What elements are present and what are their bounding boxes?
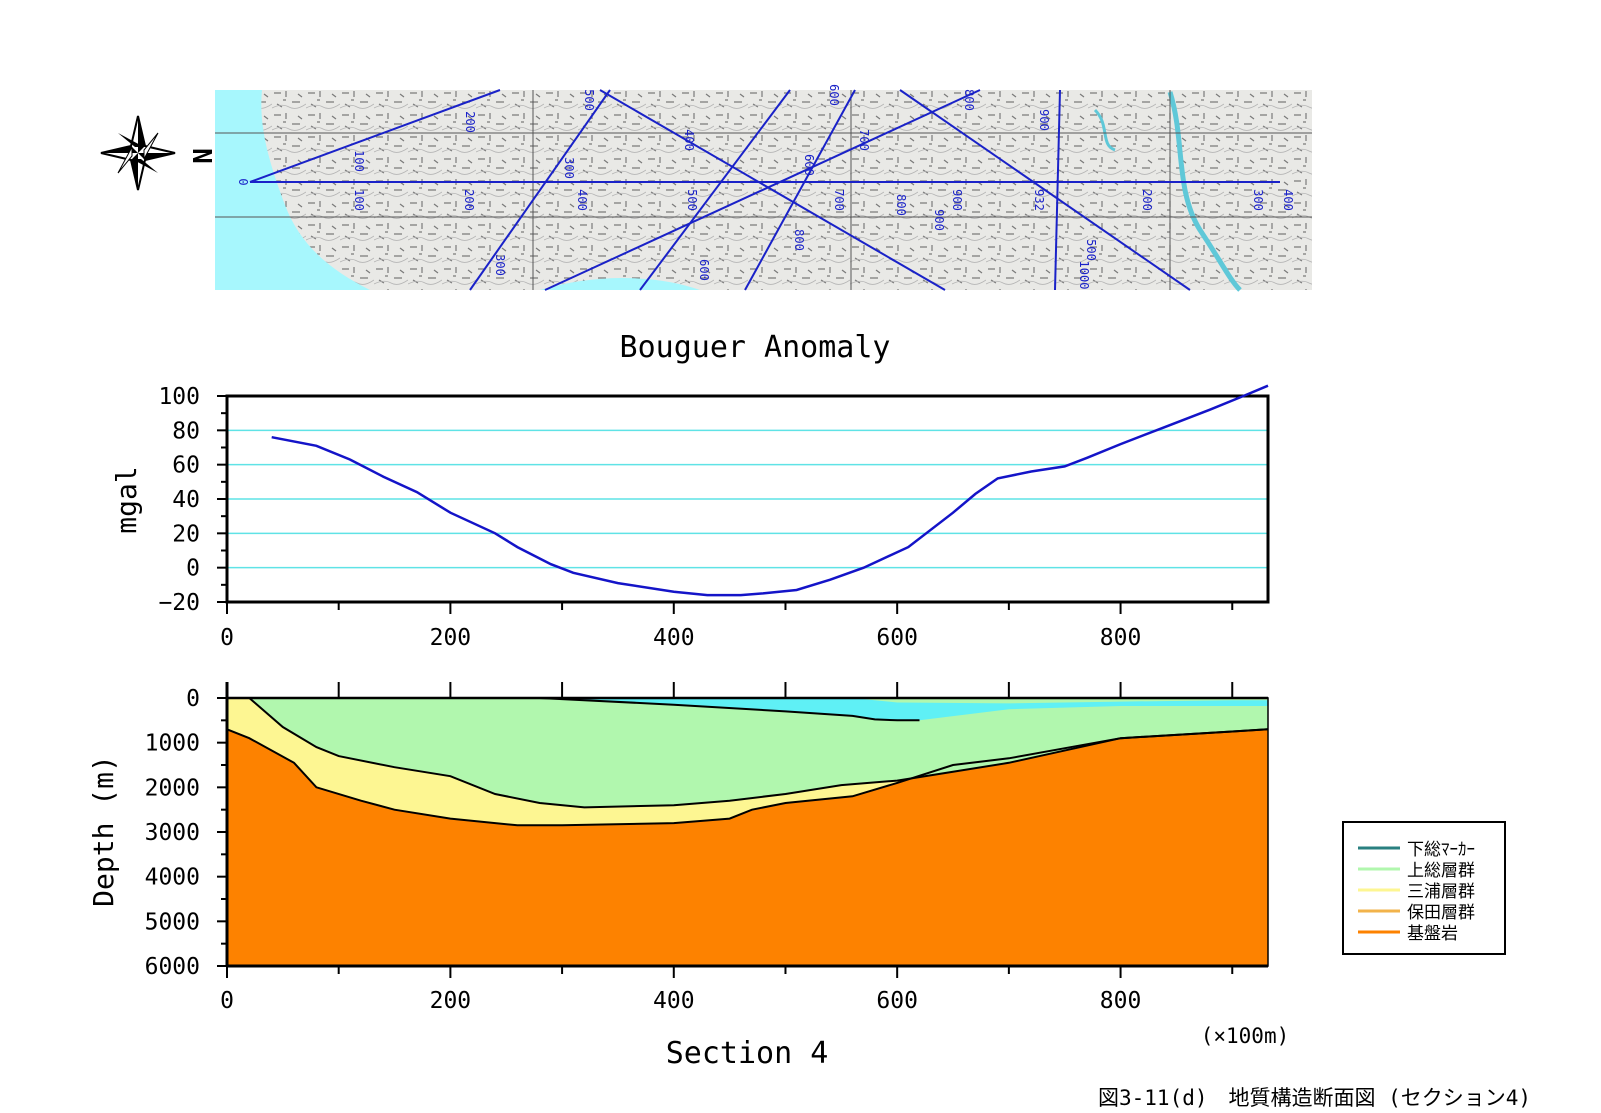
x-tick-label: 600 [876,988,918,1014]
y-tick-label: −20 [158,590,200,616]
kazusa-base-line [248,697,1269,809]
x-tick-label: 200 [430,625,472,651]
route-distance-label: 100 [352,189,366,211]
route-distance-label: 400 [575,189,589,211]
route-distance-label: 200 [1140,189,1154,211]
route-distance-label: 0 [237,178,251,185]
bouguer-x-axis: 0 200 400 600 800 [220,602,1234,651]
y-tick-label: 3000 [145,820,200,846]
route-distance-label: 200 [463,111,477,133]
bouguer-grid [227,429,1268,569]
y-tick-label: 1000 [145,731,200,757]
legend-label: 上総層群 [1407,861,1475,881]
compass-north-label: N [186,148,216,164]
route-distance-label: 900 [932,209,946,231]
figure-caption: 図3-11(d) 地質構造断面図 (セクション4) [1098,1086,1532,1110]
route-distance-label: 900 [950,189,964,211]
chart-title: Bouguer Anomaly [620,330,891,365]
route-distance-label: 932 [1032,189,1046,211]
shimosa-base-line [539,697,920,722]
y-tick-label: 0 [186,556,200,582]
legend-label: 三浦層群 [1407,882,1475,902]
y-tick-label: 40 [172,487,200,513]
legend-label: 基盤岩 [1407,924,1458,944]
route-distance-label: 1000 [1077,261,1091,290]
route-distance-label: 900 [1037,109,1051,131]
route-distance-label: 700 [857,129,871,151]
route-distance-label: 500 [685,189,699,211]
depth-y-axis: 0 1000 2000 3000 4000 5000 6000 [145,682,229,980]
x-tick-label: 0 [220,625,234,651]
route-distance-label: 600 [827,84,841,106]
legend-label: 保田層群 [1407,903,1475,923]
depth-x-axis: 0 200 400 600 800 [220,682,1268,1014]
shimosa-layer [539,698,1268,721]
y-tick-label: 5000 [145,909,200,935]
route-distance-label: 300 [1251,189,1265,211]
route-distance-label: 800 [894,194,908,216]
depth-x-label: Section 4 [666,1036,829,1071]
x-tick-label: 200 [430,988,472,1014]
kazusa-layer [249,698,1269,808]
y-tick-label: 80 [172,418,200,444]
y-tick-label: 0 [186,686,200,712]
route-line [599,89,946,291]
route-distance-label: 600 [697,259,711,281]
route-line [469,89,611,291]
x-unit-note: (×100m) [1201,1024,1290,1048]
bouguer-anomaly-line [271,384,1269,597]
section-layers [226,696,1269,967]
route-distance-label: 300 [562,157,576,179]
route-distance-label: 800 [792,229,806,251]
x-tick-label: 0 [220,988,234,1014]
y-tick-label: 60 [172,453,200,479]
map-sea-west [215,90,370,290]
legend-label: 下総ﾏｰｶｰ [1407,840,1475,860]
x-tick-label: 600 [876,625,918,651]
depth-y-label: Depth (m) [87,755,120,907]
route-line [1054,89,1061,291]
y-tick-label: 2000 [145,775,200,801]
bouguer-y-axis: 100 80 60 40 20 0 −20 [158,384,227,616]
miura-base-line [226,728,1269,827]
x-tick-label: 400 [653,988,695,1014]
route-line [639,89,791,291]
y-tick-label: 6000 [145,954,200,980]
compass-rose-icon [100,115,176,191]
y-tick-label: 4000 [145,865,200,891]
route-distance-label: 700 [832,189,846,211]
map-river-2 [1093,108,1116,152]
x-tick-label: 400 [653,625,695,651]
map-sea-south [540,277,700,290]
bouguer-y-label: mgal [110,466,143,533]
x-tick-label: 800 [1100,988,1142,1014]
route-distance-label: 500 [1084,239,1098,261]
route-distance-label: 800 [962,89,976,111]
route-line [744,89,856,291]
y-tick-label: 20 [172,521,200,547]
route-distance-label: 400 [1281,189,1295,211]
map-river [1167,91,1242,292]
x-tick-label: 800 [1100,625,1142,651]
route-line [899,89,1191,291]
y-tick-label: 100 [158,384,200,410]
route-distance-label: 500 [582,89,596,111]
survey-routes: 0 100 100 200 200 300 300 400 400 500 500 600 600 700… [237,84,1295,291]
route-line [544,89,981,291]
route-distance-label: 100 [352,150,366,172]
route-distance-label: 200 [462,189,476,211]
route-distance-label: 400 [682,129,696,151]
route-distance-label: 600 [802,154,816,176]
route-distance-label: 300 [493,254,507,276]
route-line [249,89,501,183]
